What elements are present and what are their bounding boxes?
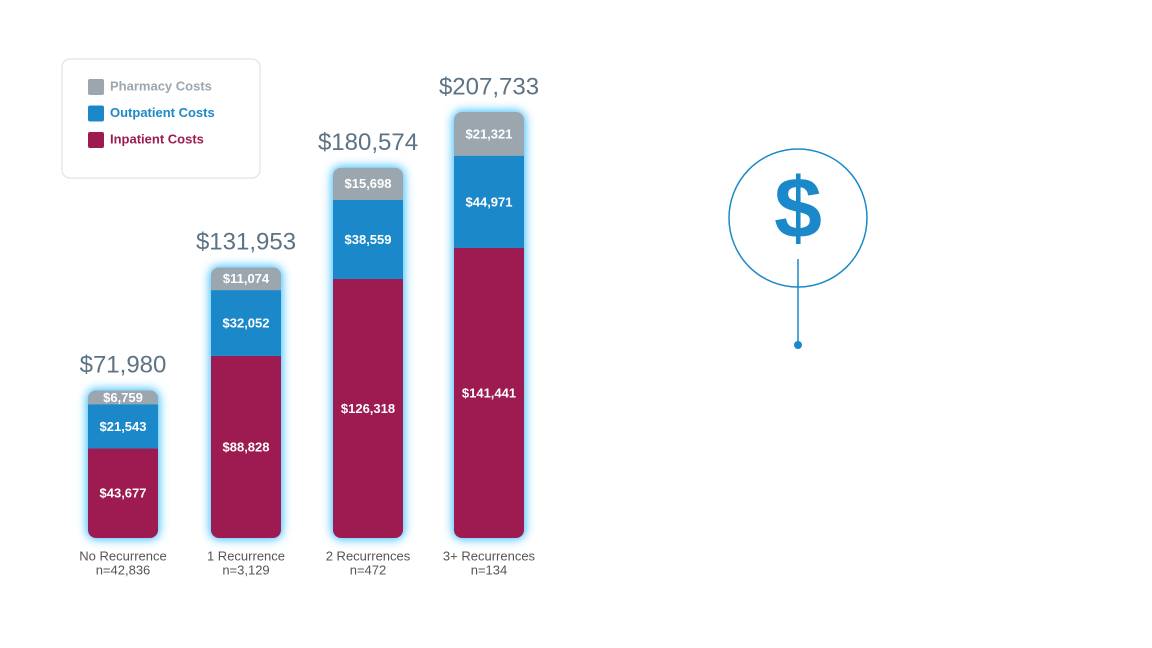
legend-label: Pharmacy Costs [110,78,212,93]
bar-clip [88,390,158,538]
legend-swatch [88,79,104,95]
segment-label: $11,074 [223,271,270,286]
bar-stack [333,167,403,538]
bar-segment [88,448,158,538]
icon-dot [794,341,802,349]
bar-segment [333,167,403,200]
x-tick-label: 2 Recurrences [326,548,411,563]
segment-label: $44,971 [466,194,513,209]
segment-label: $38,559 [345,232,392,247]
bar-clip [454,112,524,538]
total-label: $180,574 [318,129,418,156]
total-label: $207,733 [439,73,539,100]
bar-segment [454,112,524,156]
sample-size: n=472 [350,562,387,577]
bar-segment [211,267,281,291]
sample-size: n=42,836 [96,562,151,577]
segment-label: $21,321 [466,126,513,141]
segment-label: $141,441 [462,385,516,400]
segment-label: $43,677 [100,486,147,501]
sample-size: n=3,129 [222,562,269,577]
bar-segment [88,404,158,449]
bar-segment [211,355,281,538]
icon: $ [728,148,868,349]
bar-segment [211,290,281,356]
bar-stack [88,390,158,538]
legend-swatch [88,105,104,122]
legend-swatch [88,132,104,148]
total-label: $131,953 [196,229,296,256]
x-tick-label: 3+ Recurrences [443,548,536,563]
bar-clip [333,167,403,538]
icon-symbol: $ [774,161,822,257]
bar-segment [454,155,524,248]
total-label: $71,980 [80,352,167,379]
bar-segment [333,199,403,279]
segment-label: $126,318 [341,401,395,416]
bar-stack [454,112,524,538]
legend-label: Inpatient Costs [110,131,204,146]
x-tick-label: No Recurrence [79,548,166,563]
segment-label: $6,759 [103,390,143,405]
bar-stack [211,267,281,538]
segment-label: $15,698 [345,176,392,191]
sample-size: n=134 [471,562,508,577]
legend-box [61,58,261,179]
legend-label: Outpatient Costs [110,105,215,120]
segment-label: $88,828 [223,439,270,454]
bar-segment [454,247,524,538]
segment-label: $21,543 [100,419,147,434]
x-tick-label: 1 Recurrence [207,548,285,563]
bar-segment [88,390,158,405]
bar-segment [333,278,403,538]
segment-label: $32,052 [223,315,270,330]
bar-clip [211,267,281,538]
